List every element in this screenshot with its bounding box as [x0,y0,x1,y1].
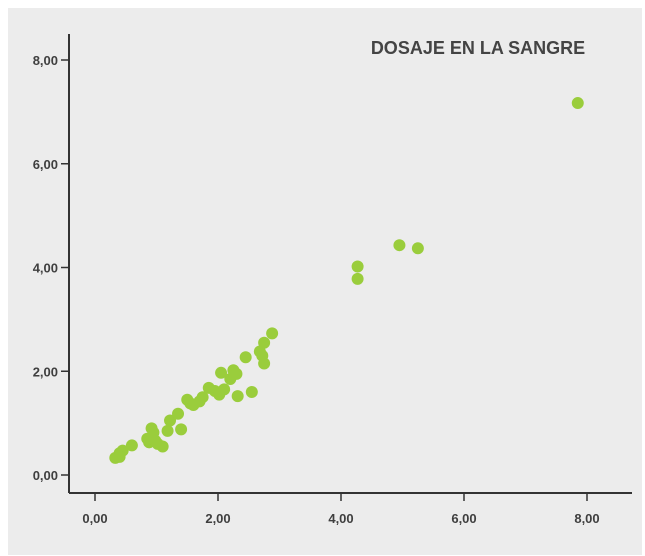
y-tick-label: 6,00 [33,157,58,172]
x-tick-label: 6,00 [451,511,476,526]
scatter-point [245,386,258,398]
scatter-point [113,450,126,463]
scatter-point [351,272,364,285]
scatter-point [196,391,209,404]
points-layer [109,97,584,464]
scatter-point [258,336,271,349]
scatter-point [351,260,364,273]
chart-title: DOSAJE EN LA SANGRE [371,38,585,58]
scatter-point [239,351,252,364]
y-tick-label: 4,00 [33,261,58,276]
scatter-point [571,97,584,110]
scatter-point [258,357,271,370]
y-tick-label: 8,00 [33,53,58,68]
scatter-point [231,390,244,403]
scatter-point [411,242,424,255]
scatter-point [230,367,243,380]
x-tick-label: 8,00 [574,511,599,526]
x-tick-label: 4,00 [328,511,353,526]
x-ticks: 0,00 2,00 4,00 6,00 8,00 [82,493,600,526]
y-tick-label: 0,00 [33,468,58,483]
scatter-point [175,423,188,436]
scatter-point [393,239,406,252]
scatter-point [125,439,138,452]
x-tick-label: 2,00 [205,511,230,526]
scatter-point [218,383,231,396]
y-ticks: 0,00 2,00 4,00 6,00 8,00 [33,53,69,483]
y-tick-label: 2,00 [33,364,58,379]
scatter-point [164,414,177,427]
chart-panel [8,8,642,555]
x-tick-label: 0,00 [82,511,107,526]
scatter-point [161,424,174,437]
scatter-point [172,407,185,420]
scatter-point [266,327,279,340]
scatter-point [215,366,228,379]
scatter-point [156,440,169,453]
